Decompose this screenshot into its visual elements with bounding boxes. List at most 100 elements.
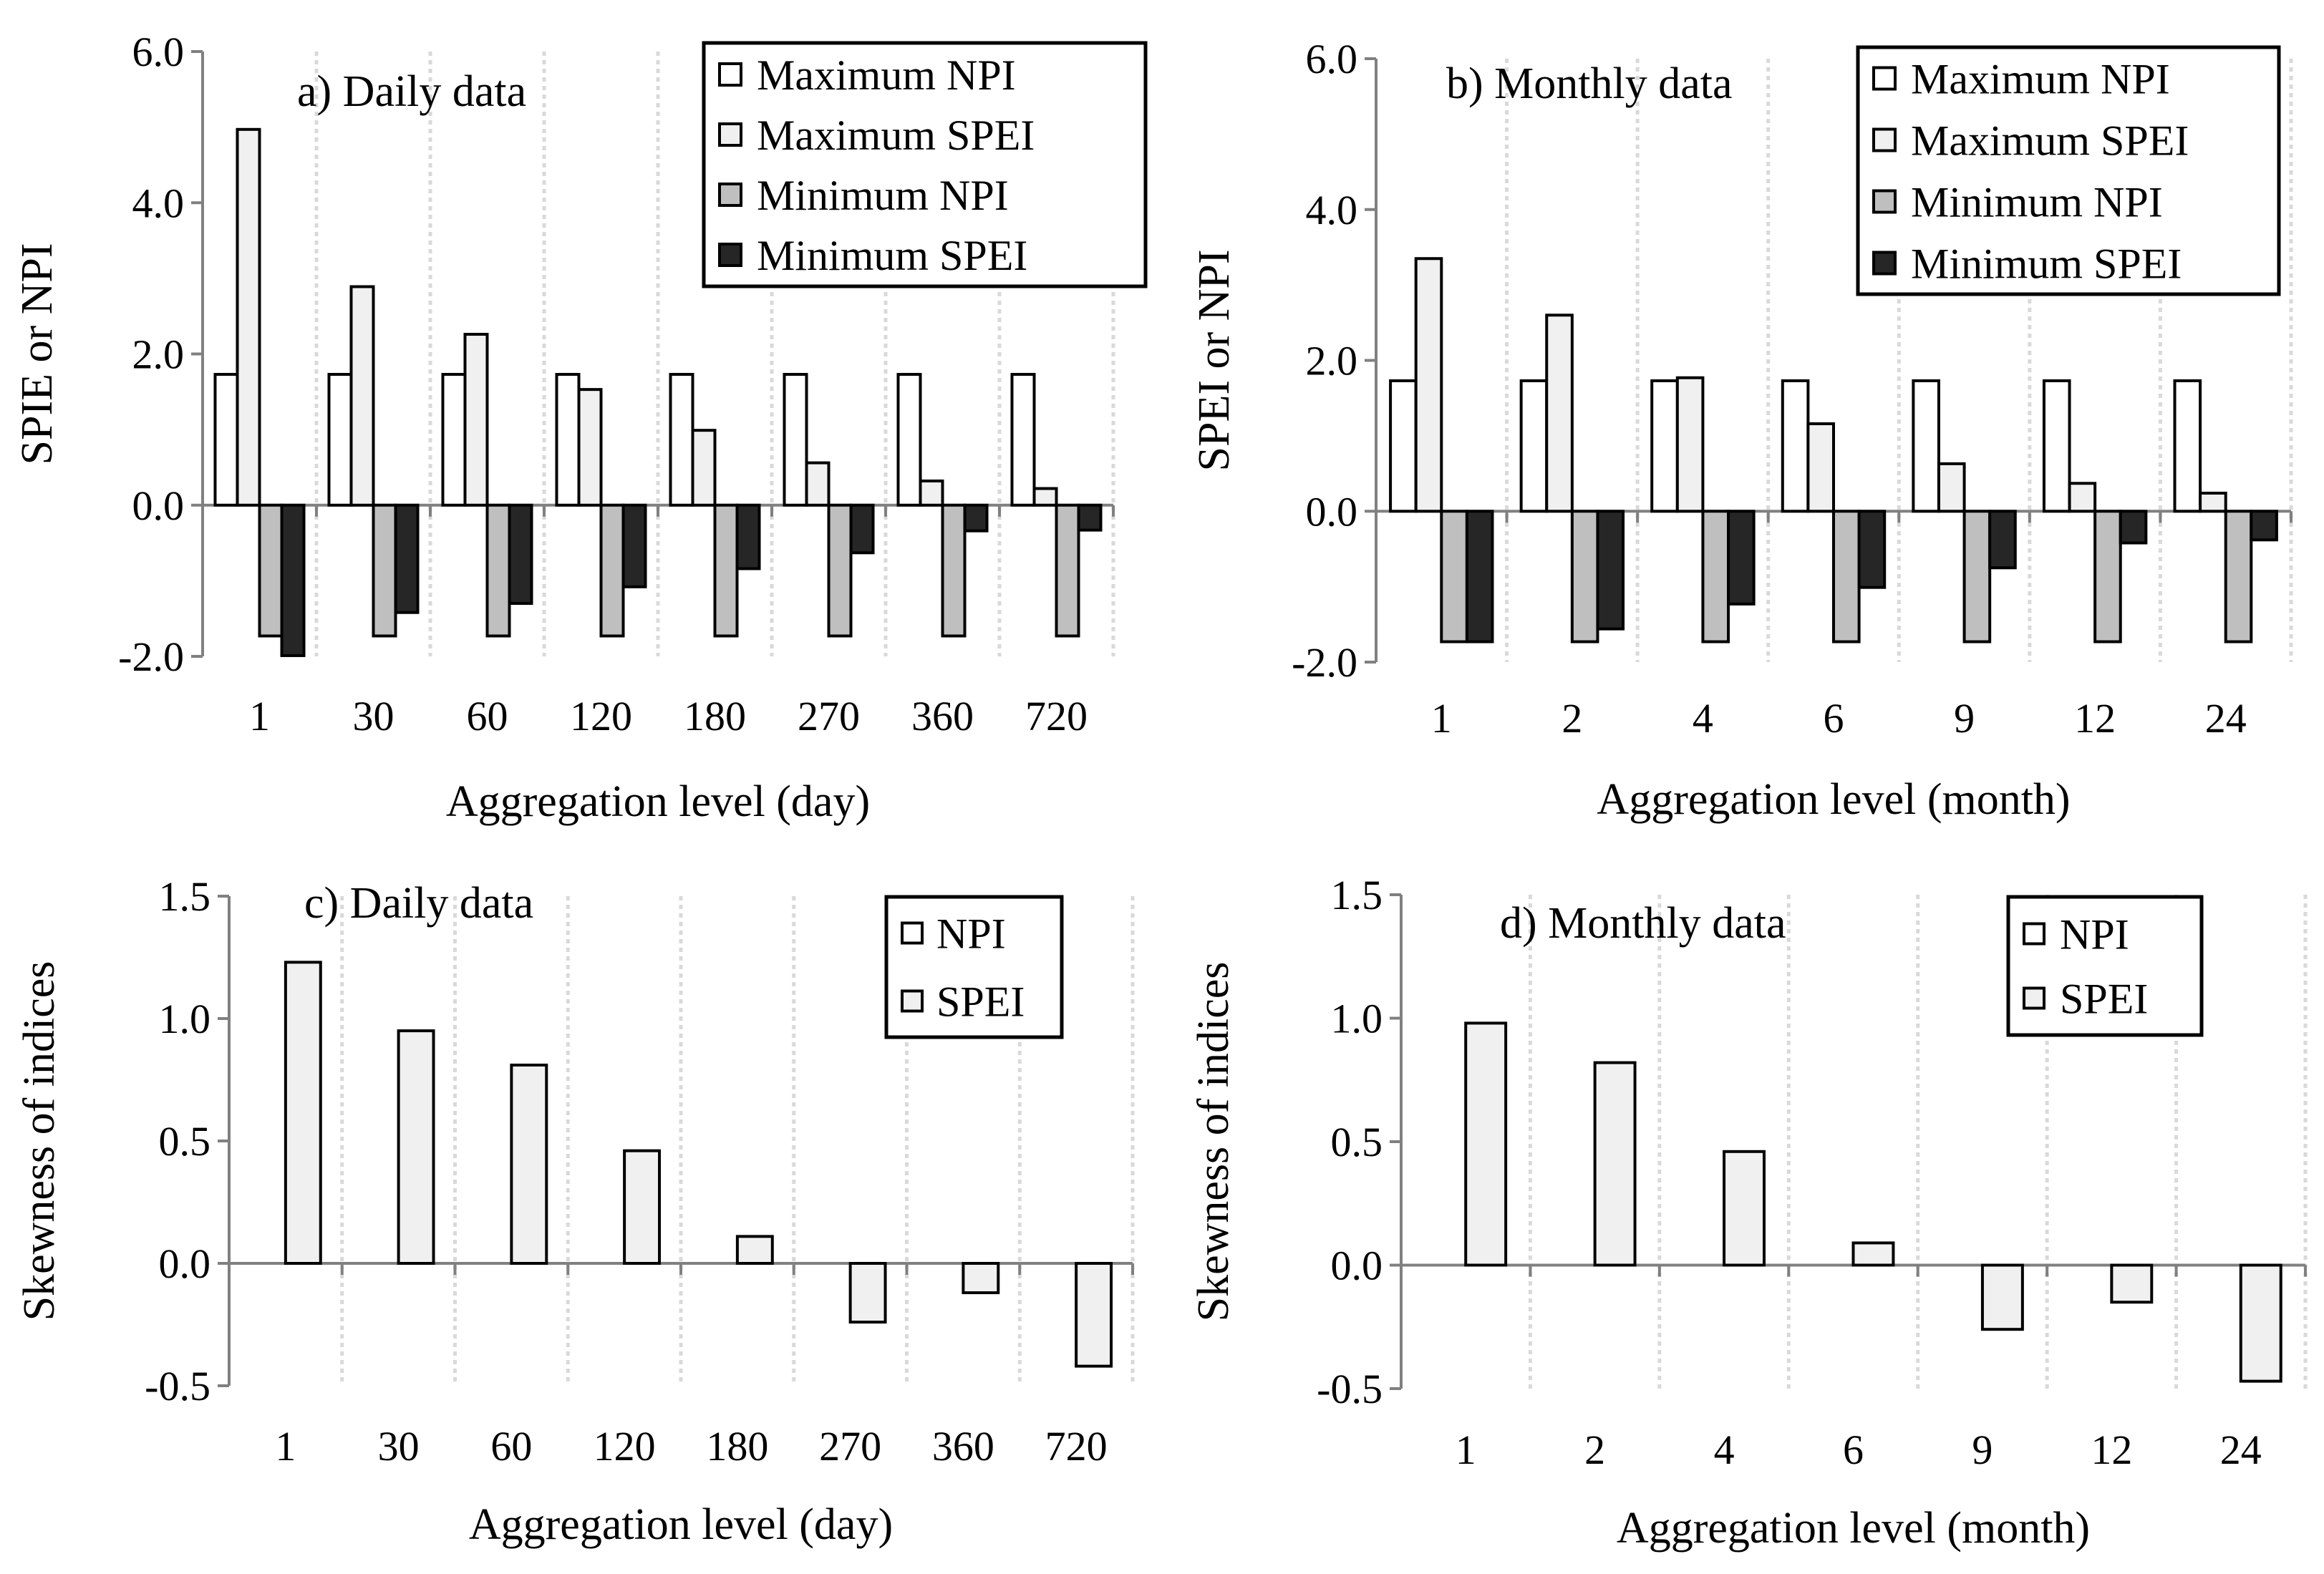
x-tick-label: 120 — [594, 1423, 656, 1469]
bar — [1723, 1150, 1766, 1267]
legend-swatch — [1872, 251, 1897, 276]
bar — [1727, 510, 1756, 606]
bar — [394, 503, 420, 614]
legend-swatch — [2023, 922, 2045, 946]
bar — [555, 373, 581, 507]
panel-title: a) Daily data — [297, 67, 526, 116]
bar — [1055, 503, 1080, 638]
bar — [284, 961, 322, 1265]
y-tick-label: 0.0 — [159, 1240, 211, 1287]
x-axis-title: Aggregation level (day) — [446, 777, 870, 826]
x-tick-label: 60 — [467, 693, 508, 739]
y-tick-label: 0.5 — [159, 1118, 211, 1165]
bar — [577, 388, 603, 507]
legend: NPI SPEI — [2006, 895, 2204, 1037]
y-tick-label: -0.5 — [1317, 1366, 1383, 1412]
bar — [213, 373, 239, 507]
bar — [1781, 379, 1810, 513]
legend-label: Minimum SPEI — [757, 232, 1027, 279]
x-tick-label: 4 — [1693, 695, 1713, 742]
bar — [1440, 510, 1468, 643]
x-tick-label: 720 — [1025, 693, 1088, 739]
legend-box — [1856, 45, 2281, 296]
legend-label: Maximum NPI — [1911, 56, 2170, 103]
legend-label: Maximum SPEI — [757, 112, 1035, 159]
bar — [2068, 482, 2097, 513]
legend-swatch — [2023, 986, 2045, 1010]
bar — [349, 285, 375, 507]
x-axis-title: Aggregation level (month) — [1597, 775, 2070, 824]
legend-swatch — [718, 122, 742, 147]
bar — [2119, 510, 2148, 545]
bar — [1857, 510, 1887, 589]
bar — [1032, 487, 1058, 507]
bar — [441, 373, 467, 507]
x-tick-label: 360 — [932, 1423, 994, 1469]
bar — [1988, 510, 2017, 570]
legend-label: Maximum NPI — [757, 52, 1016, 99]
x-tick-label: 9 — [1972, 1427, 1993, 1473]
legend-label: NPI — [2060, 911, 2129, 958]
bar — [623, 1149, 662, 1265]
legend-label: SPEI — [936, 978, 1025, 1026]
x-tick-label: 4 — [1714, 1427, 1735, 1473]
bar — [1596, 510, 1625, 631]
y-tick-label: 0.0 — [132, 482, 185, 529]
y-tick-label: 0.5 — [1331, 1119, 1383, 1165]
legend: Maximum NPI Maximum SPEI Minimum NPI Minimu… — [702, 41, 1148, 288]
bar — [599, 503, 625, 638]
bar — [805, 461, 831, 507]
y-tick-label: 1.5 — [1331, 872, 1383, 918]
legend-box — [702, 41, 1148, 288]
bar — [1701, 510, 1730, 643]
bar — [1464, 1021, 1508, 1267]
legend: NPI SPEI — [884, 895, 1064, 1039]
bar — [713, 503, 739, 638]
x-tick-label: 1 — [1456, 1427, 1476, 1473]
bar — [941, 503, 967, 638]
bar — [372, 503, 397, 638]
bar — [669, 373, 694, 507]
bar — [1806, 422, 1836, 513]
x-tick-label: 1 — [275, 1423, 296, 1469]
y-tick-label: 4.0 — [1306, 187, 1358, 233]
bar — [1832, 510, 1861, 643]
legend-label: Minimum NPI — [757, 172, 1009, 219]
y-tick-label: 6.0 — [1306, 36, 1358, 82]
bar — [1075, 1262, 1113, 1368]
y-tick-label: -2.0 — [1292, 639, 1357, 686]
legend-box — [2006, 895, 2204, 1037]
bar — [849, 503, 875, 555]
x-tick-label: 1 — [249, 693, 270, 739]
bar — [1389, 379, 1418, 513]
bar — [1519, 379, 1549, 513]
bar — [2250, 510, 2278, 542]
bar — [2224, 510, 2253, 643]
x-tick-label: 6 — [1824, 695, 1844, 742]
legend-label: NPI — [936, 910, 1006, 958]
x-tick-label: 12 — [2074, 695, 2116, 742]
bar — [1962, 510, 1992, 643]
legend-swatch — [718, 183, 742, 207]
x-tick-label: 24 — [2220, 1427, 2262, 1473]
bar — [1980, 1263, 2024, 1331]
y-tick-label: -0.5 — [145, 1363, 210, 1409]
bar — [508, 503, 533, 606]
x-tick-label: 9 — [1954, 695, 1975, 742]
bar — [691, 429, 717, 507]
bar — [827, 503, 853, 638]
bar — [258, 503, 284, 638]
y-tick-label: 2.0 — [1306, 338, 1358, 384]
panel-a-daily-extremes: -2.0 0.0 2.0 4.0 6.0 1 30 60 120 180 270 360 720 Aggr… — [13, 29, 1148, 826]
bar — [2173, 379, 2202, 513]
legend-swatch — [718, 62, 742, 87]
legend-label: Minimum SPEI — [1911, 241, 2182, 288]
bar — [2110, 1263, 2154, 1304]
bar — [621, 503, 647, 588]
bar — [510, 1063, 548, 1265]
bar — [896, 373, 922, 507]
bar — [963, 503, 989, 533]
legend-swatch — [718, 243, 742, 267]
bar — [735, 1235, 774, 1265]
bar — [1593, 1061, 1637, 1267]
